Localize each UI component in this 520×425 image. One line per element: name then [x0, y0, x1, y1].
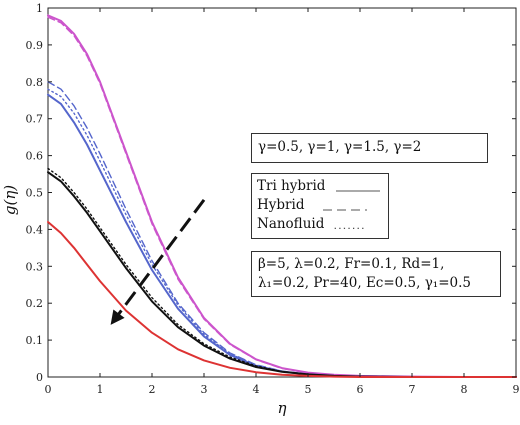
- x-tick-label: 0: [45, 383, 52, 396]
- arrow-head: [110, 309, 125, 325]
- y-tick-label: 0.6: [26, 150, 44, 163]
- legend-label-nanofluid: Nanofluid: [257, 216, 325, 232]
- legend-item-nanofluid: Nanofluid: [257, 215, 388, 234]
- arrow-shaft: [111, 198, 206, 323]
- trend-arrow: [110, 198, 206, 325]
- parameters-box: β=5, λ=0.2, Fr=0.1, Rd=1, λ₁=0.2, Pr=40,…: [251, 251, 501, 297]
- series-group: [47, 14, 517, 378]
- y-tick-label: 0.7: [26, 113, 44, 126]
- x-tick-label: 5: [305, 383, 312, 396]
- legend-label-hybrid: Hybrid: [257, 197, 305, 213]
- legend-label-tri-hybrid: Tri hybrid: [257, 178, 326, 194]
- legend-line-dotted: [334, 227, 366, 229]
- y-axis-label: g(η): [1, 185, 19, 215]
- legend-line-dashed: [322, 209, 367, 211]
- x-tick-label: 4: [253, 383, 260, 396]
- x-tick-label: 3: [201, 383, 208, 396]
- x-tick-label: 9: [513, 383, 520, 396]
- legend-line-solid: [335, 190, 380, 192]
- gamma-values-box: γ=0.5, γ=1, γ=1.5, γ=2: [251, 133, 488, 163]
- legend-item-hybrid: Hybrid: [257, 196, 388, 215]
- x-tick-label: 1: [97, 383, 104, 396]
- parameters-line-2: λ₁=0.2, Pr=40, Ec=0.5, γ₁=0.5: [258, 275, 471, 291]
- x-tick-label: 8: [461, 383, 468, 396]
- gamma-values-text: γ=0.5, γ=1, γ=1.5, γ=2: [258, 139, 422, 155]
- y-tick-label: 0.1: [26, 334, 44, 347]
- y-tick-label: 0.9: [26, 39, 44, 52]
- ticks-group: 0 1 2 3 4 5 6 7 8 9 0 0.1 0.2 0.3 0.4 0.5 0.6 0.7 0.8 0.9 1: [26, 2, 520, 396]
- x-tick-label: 6: [357, 383, 364, 396]
- x-tick-label: 2: [149, 383, 156, 396]
- y-tick-label: 0.8: [26, 76, 44, 89]
- y-tick-label: 0.3: [26, 260, 44, 273]
- y-tick-label: 1: [36, 2, 43, 15]
- x-tick-label: 7: [409, 383, 416, 396]
- series-line-solid: [47, 221, 517, 378]
- y-tick-label: 0.2: [26, 297, 44, 310]
- y-tick-label: 0.4: [26, 223, 44, 236]
- legend-item-tri-hybrid: Tri hybrid: [257, 177, 388, 196]
- y-tick-label: 0.5: [26, 187, 44, 200]
- legend-box: Tri hybrid Hybrid Nanofluid: [251, 173, 389, 239]
- x-axis-label: η: [278, 399, 287, 417]
- parameters-line-1: β=5, λ=0.2, Fr=0.1, Rd=1,: [258, 256, 445, 272]
- y-tick-label: 0: [36, 371, 43, 384]
- series-line-dashed: [47, 16, 517, 378]
